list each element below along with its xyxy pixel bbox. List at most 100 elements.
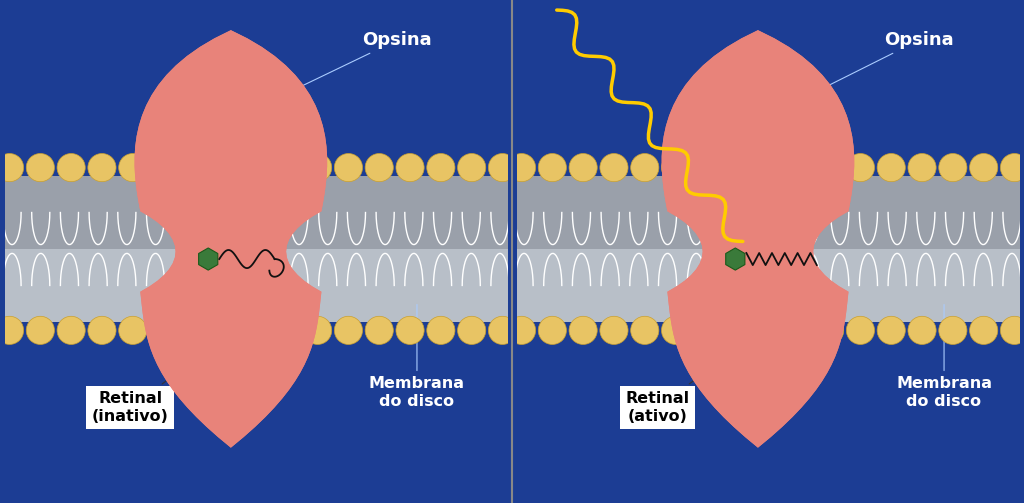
Bar: [4, 176, 508, 249]
Polygon shape: [716, 212, 734, 244]
Circle shape: [0, 316, 24, 345]
Circle shape: [662, 153, 689, 182]
Circle shape: [180, 316, 209, 345]
Circle shape: [878, 316, 905, 345]
Polygon shape: [687, 254, 706, 286]
Circle shape: [569, 316, 597, 345]
Polygon shape: [916, 212, 935, 244]
Circle shape: [57, 153, 85, 182]
Polygon shape: [687, 212, 706, 244]
Circle shape: [458, 316, 485, 345]
Polygon shape: [32, 212, 50, 244]
Polygon shape: [347, 212, 366, 244]
Circle shape: [27, 153, 54, 182]
Polygon shape: [544, 212, 562, 244]
Circle shape: [366, 153, 393, 182]
Circle shape: [242, 153, 270, 182]
Circle shape: [600, 316, 628, 345]
Polygon shape: [433, 254, 452, 286]
Polygon shape: [433, 212, 452, 244]
Polygon shape: [888, 212, 906, 244]
Circle shape: [847, 316, 874, 345]
Circle shape: [539, 153, 566, 182]
Circle shape: [815, 153, 844, 182]
Polygon shape: [802, 254, 820, 286]
Polygon shape: [462, 254, 480, 286]
Polygon shape: [830, 254, 849, 286]
Circle shape: [303, 153, 332, 182]
Circle shape: [970, 153, 997, 182]
Circle shape: [847, 153, 874, 182]
Circle shape: [272, 153, 301, 182]
Polygon shape: [89, 254, 108, 286]
Circle shape: [427, 153, 455, 182]
Text: Retinal
(inativo): Retinal (inativo): [92, 339, 223, 424]
Circle shape: [272, 316, 301, 345]
Polygon shape: [146, 212, 165, 244]
Circle shape: [488, 316, 516, 345]
Circle shape: [150, 153, 177, 182]
Circle shape: [1000, 316, 1024, 345]
Circle shape: [88, 153, 116, 182]
Circle shape: [335, 153, 362, 182]
Circle shape: [303, 316, 332, 345]
Polygon shape: [1002, 254, 1021, 286]
Polygon shape: [945, 254, 964, 286]
Circle shape: [784, 316, 813, 345]
Circle shape: [88, 316, 116, 345]
Polygon shape: [744, 254, 763, 286]
Polygon shape: [118, 212, 136, 244]
Circle shape: [908, 153, 936, 182]
Polygon shape: [916, 254, 935, 286]
Circle shape: [488, 153, 516, 182]
Polygon shape: [261, 212, 280, 244]
Circle shape: [939, 153, 967, 182]
Polygon shape: [726, 248, 744, 270]
Circle shape: [692, 153, 721, 182]
Circle shape: [427, 316, 455, 345]
Circle shape: [508, 316, 536, 345]
Polygon shape: [204, 212, 222, 244]
Circle shape: [57, 316, 85, 345]
Polygon shape: [1002, 212, 1021, 244]
Polygon shape: [175, 254, 194, 286]
Polygon shape: [658, 254, 677, 286]
Circle shape: [754, 153, 782, 182]
Circle shape: [119, 153, 146, 182]
Polygon shape: [601, 212, 620, 244]
Circle shape: [396, 316, 424, 345]
Text: Opsina: Opsina: [263, 31, 432, 105]
Polygon shape: [974, 212, 992, 244]
Circle shape: [180, 153, 209, 182]
Circle shape: [878, 153, 905, 182]
Polygon shape: [3, 212, 22, 244]
Polygon shape: [630, 254, 648, 286]
Circle shape: [815, 316, 844, 345]
Polygon shape: [974, 254, 992, 286]
Polygon shape: [716, 254, 734, 286]
Polygon shape: [490, 254, 509, 286]
Polygon shape: [888, 254, 906, 286]
Polygon shape: [544, 254, 562, 286]
Circle shape: [784, 153, 813, 182]
Polygon shape: [490, 212, 509, 244]
PathPatch shape: [662, 30, 854, 448]
Polygon shape: [773, 254, 792, 286]
Text: Membrana
do disco: Membrana do disco: [896, 305, 992, 408]
Polygon shape: [376, 254, 394, 286]
Polygon shape: [376, 212, 394, 244]
Polygon shape: [404, 212, 423, 244]
Polygon shape: [232, 254, 251, 286]
Circle shape: [335, 316, 362, 345]
Polygon shape: [404, 254, 423, 286]
Polygon shape: [515, 212, 534, 244]
Text: Retinal
(ativo): Retinal (ativo): [626, 339, 751, 424]
Polygon shape: [347, 254, 366, 286]
PathPatch shape: [134, 30, 327, 448]
Polygon shape: [830, 212, 849, 244]
Polygon shape: [318, 212, 337, 244]
Polygon shape: [232, 212, 251, 244]
Polygon shape: [89, 212, 108, 244]
Circle shape: [970, 316, 997, 345]
PathPatch shape: [662, 30, 854, 448]
